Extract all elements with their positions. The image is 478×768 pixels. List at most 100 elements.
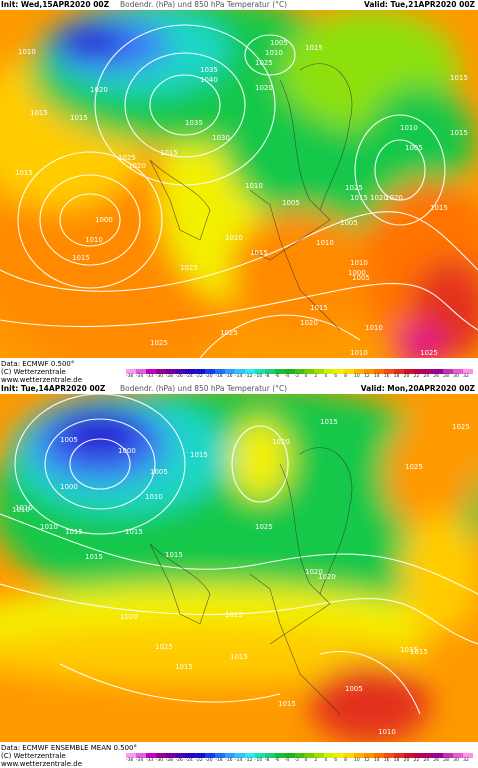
scale-tick: -6 [274, 758, 280, 763]
scale-tick: -36 [126, 374, 134, 379]
isobar-label: 1010 [265, 49, 283, 57]
scale-tick: -20 [205, 374, 213, 379]
init-time: Init: Wed,15APR2020 00Z [1, 0, 110, 9]
isobar-label: 1000 [95, 216, 113, 224]
scale-tick: 14 [373, 374, 380, 379]
isobar-label: 1025 [118, 154, 136, 162]
scale-tick: 30 [453, 758, 459, 763]
isobar-labels-bottom: 1005 1000 1005 1015 1010 1000 1015 1010 1015 1020… [12, 418, 470, 736]
isobar-label: 1025 [255, 59, 273, 67]
scale-swatch [423, 369, 434, 374]
scale-tick: -2 [294, 374, 300, 379]
copyright: (C) Wetterzentrale [1, 368, 66, 376]
isobar-label: 1020 [385, 194, 403, 202]
isobar-label: 1015 [125, 528, 143, 536]
scale-tick: -12 [244, 758, 253, 763]
isobar-label: 1015 [190, 451, 208, 459]
scale-swatch [433, 369, 444, 374]
isobar-label: 1015 [70, 114, 88, 122]
isobar-label: 1035 [200, 66, 218, 74]
scale-tick: -16 [225, 758, 233, 763]
scale-swatch [334, 753, 345, 758]
source-url[interactable]: www.wetterzentrale.de [1, 760, 83, 768]
scale-tick: 4 [324, 758, 328, 763]
scale-tick: -28 [165, 374, 174, 379]
scale-swatch [235, 753, 246, 758]
isobar-label: 1010 [350, 349, 368, 357]
scale-swatch [155, 369, 167, 374]
isobar-label: 1015 [430, 204, 448, 212]
scale-tick: 8 [344, 374, 347, 379]
isobar-label: 1010 [245, 182, 263, 190]
isobar-label: 1020 [272, 438, 290, 446]
isobar-label: 1000 [348, 269, 366, 277]
scale-swatch [215, 753, 226, 758]
isobar-label: 1015 [175, 663, 193, 671]
scale-swatch [363, 753, 375, 758]
scale-swatch [294, 753, 305, 758]
isobar-label: 1015 [320, 418, 338, 426]
scale-tick: -22 [195, 374, 203, 379]
isobar-label: 1015 [85, 553, 103, 561]
scale-tick: 10 [354, 374, 360, 379]
isobar-label: 1015 [165, 551, 183, 559]
isobar-label: 1020 [128, 162, 146, 170]
scale-swatch [145, 753, 157, 758]
source-url[interactable]: www.wetterzentrale.de [1, 376, 83, 384]
scale-tick: -30 [155, 374, 164, 379]
scale-tick: 18 [393, 758, 400, 763]
scale-tick: 22 [413, 374, 420, 379]
scale-swatch [126, 753, 137, 758]
isobar-label: 1020 [90, 86, 108, 94]
scale-swatch [393, 753, 405, 758]
isobar-label: 1035 [185, 119, 203, 127]
scale-swatch [453, 753, 464, 758]
temperature-scale: -36 -34 -33 -30 -28 -26 -24 -22 -20 -18 -16 -14 -12-… [126, 753, 474, 763]
scale-swatch [344, 753, 355, 758]
isobar-label: 1015 [450, 74, 468, 82]
scale-tick: -12 [244, 374, 253, 379]
scale-tick: 32 [463, 758, 469, 763]
scale-swatch [165, 369, 177, 374]
scale-swatch [413, 369, 424, 374]
isobar-label: 1015 [65, 528, 83, 536]
scale-swatch [235, 369, 246, 374]
scale-tick: 0 [304, 758, 308, 763]
scale-tick: 14 [373, 758, 380, 763]
scale-swatch [363, 369, 375, 374]
scale-swatch [304, 753, 315, 758]
scale-tick: -8 [264, 758, 270, 763]
data-source: Data: ECMWF 0.500° [1, 360, 75, 368]
scale-swatch [354, 753, 365, 758]
isobar-label: 1015 [400, 646, 418, 654]
scale-swatch [373, 753, 385, 758]
scale-tick: 22 [413, 758, 420, 763]
scale-swatch [443, 753, 454, 758]
isobar-label: 1020 [318, 573, 336, 581]
scale-tick: 10 [354, 758, 360, 763]
isobar-label: 1005 [150, 468, 168, 476]
scale-tick: 24 [423, 374, 430, 379]
isobar-labels-top: 1010101510151020102510301035104010351025… [15, 39, 468, 357]
isobar-label: 1010 [400, 124, 418, 132]
isobar-label: 1005 [405, 144, 423, 152]
scale-tick: -16 [225, 374, 233, 379]
isobar-label: 1010 [225, 234, 243, 242]
panel-footer: Data: ECMWF ENSEMBLE MEAN 0.500° (C) Wet… [0, 742, 478, 768]
isobar-label: 1005 [270, 39, 288, 47]
scale-tick: 6 [334, 758, 338, 763]
isobar-label: 1010 [12, 506, 30, 514]
scale-swatch [413, 753, 424, 758]
scale-swatch [274, 369, 286, 374]
scale-tick: -34 [135, 758, 144, 763]
scale-swatch [403, 369, 414, 374]
scale-swatch [155, 753, 167, 758]
isobar-label: 1015 [350, 194, 368, 202]
isobar-label: 1015 [278, 700, 296, 708]
scale-tick: -2 [294, 758, 300, 763]
panel-footer: Data: ECMWF 0.500° (C) Wetterzentrale ww… [0, 358, 478, 384]
scale-swatch [344, 369, 355, 374]
valid-time: Valid: Tue,21APR2020 00Z [363, 0, 475, 9]
scale-tick: 2 [314, 374, 318, 379]
scale-swatch [215, 369, 226, 374]
